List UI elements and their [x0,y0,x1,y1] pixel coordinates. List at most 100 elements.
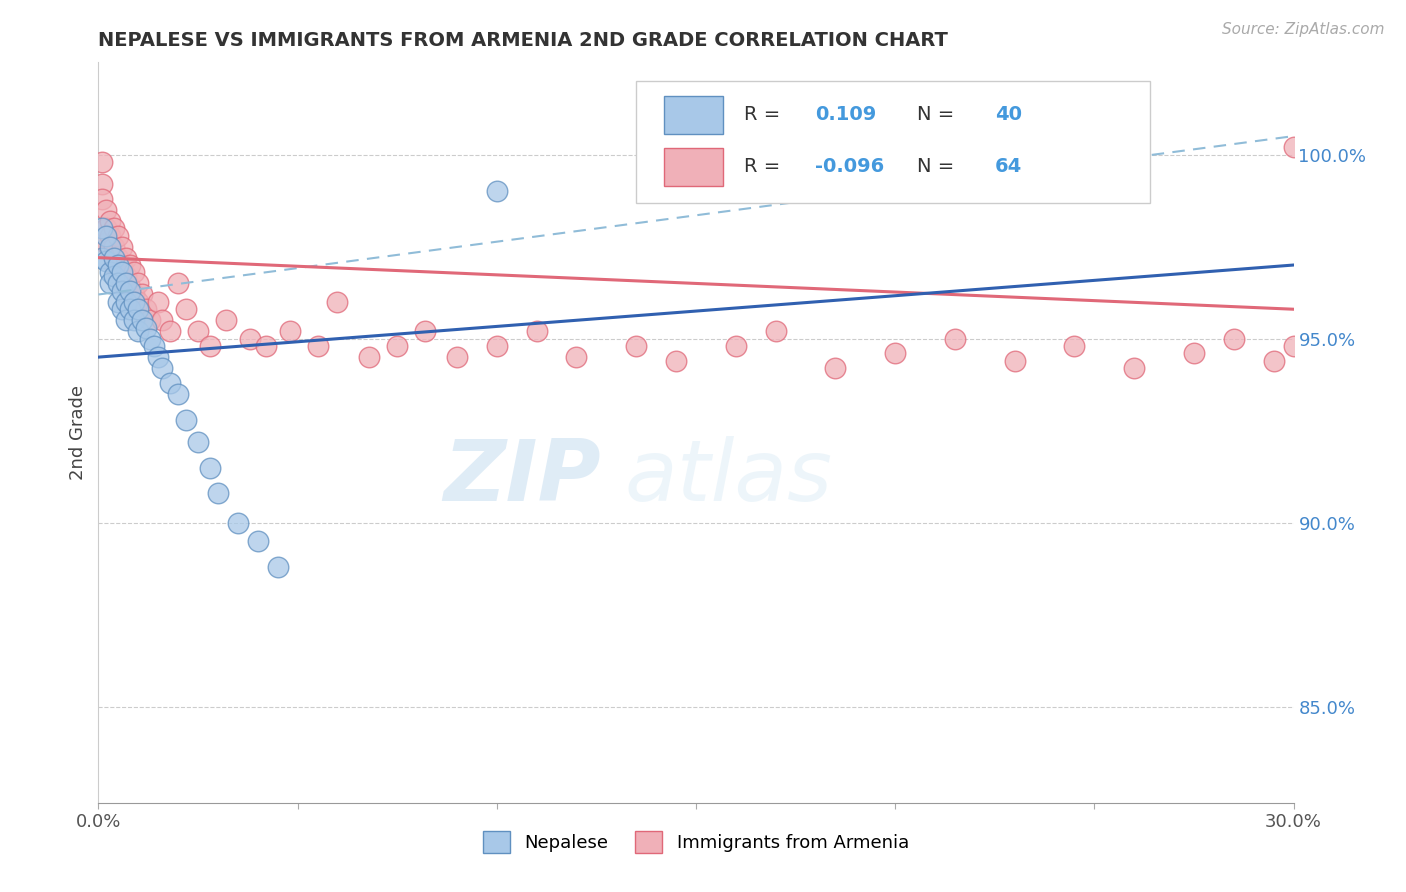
Point [943,332,966,346]
Point [111,284,134,298]
Point [124,265,146,279]
Point [665,353,688,368]
Point [103,239,125,253]
Point [765,324,787,338]
Point [135,302,157,317]
Point [124,287,146,301]
Point [127,324,149,338]
Point [159,324,181,338]
Text: 40: 40 [995,104,1022,124]
Point [485,185,508,199]
Point [107,277,129,291]
Point [307,339,329,353]
Point [198,339,221,353]
Point [127,294,149,309]
Point [96,254,118,268]
Text: 64: 64 [995,157,1022,176]
Text: R =: R = [744,157,780,176]
Text: 0.109: 0.109 [815,104,877,124]
Point [107,251,129,265]
Point [103,269,125,284]
Point [167,277,190,291]
Point [824,361,846,376]
Point [120,284,142,298]
Point [91,192,114,206]
Point [127,277,149,291]
Bar [664,147,724,186]
Point [91,251,114,265]
Point [724,339,747,353]
Point [115,313,138,327]
Point [143,339,166,353]
Point [115,277,138,291]
Text: NEPALESE VS IMMIGRANTS FROM ARMENIA 2ND GRADE CORRELATION CHART: NEPALESE VS IMMIGRANTS FROM ARMENIA 2ND … [98,30,948,50]
Point [107,228,129,243]
Point [98,228,122,243]
Y-axis label: 2nd Grade: 2nd Grade [69,385,87,480]
Legend: Nepalese, Immigrants from Armenia: Nepalese, Immigrants from Armenia [475,824,917,861]
Point [107,258,129,272]
Point [148,294,170,309]
Text: Source: ZipAtlas.com: Source: ZipAtlas.com [1222,22,1385,37]
Point [98,277,122,291]
Point [96,202,118,217]
Point [115,294,138,309]
Point [111,277,134,291]
Text: R =: R = [744,104,780,124]
Point [150,313,173,327]
Point [267,560,290,574]
Point [215,313,238,327]
Text: atlas: atlas [624,435,832,518]
Point [884,346,907,360]
Point [159,376,181,390]
Point [139,313,162,327]
Point [187,434,209,449]
Point [1223,332,1246,346]
Point [485,339,508,353]
Point [239,332,262,346]
Point [98,214,122,228]
Point [135,320,157,334]
Point [111,265,134,279]
Point [1004,353,1026,368]
Point [226,516,249,530]
Point [254,339,277,353]
Point [167,387,190,401]
Point [565,350,588,364]
Point [91,221,114,235]
Point [98,265,122,279]
Text: N =: N = [917,157,955,176]
Point [91,154,114,169]
Point [111,239,134,253]
Point [103,251,125,265]
Point [91,177,114,191]
Point [103,221,125,235]
Point [131,313,153,327]
Point [207,486,229,500]
Text: N =: N = [917,104,955,124]
Point [326,294,349,309]
Point [120,302,142,317]
Text: -0.096: -0.096 [815,157,884,176]
Point [526,324,548,338]
Point [115,251,138,265]
Text: ZIP: ZIP [443,435,600,518]
Point [107,265,129,279]
Point [1263,353,1285,368]
Point [187,324,209,338]
Point [1123,361,1146,376]
Point [150,361,173,376]
Point [1282,140,1305,154]
Point [626,339,648,353]
Point [103,258,125,272]
Point [1182,346,1205,360]
Point [446,350,468,364]
Point [359,350,381,364]
Point [96,221,118,235]
Point [96,235,118,250]
Point [120,280,142,294]
Point [98,239,122,253]
Point [124,294,146,309]
Point [139,332,162,346]
Point [246,534,269,549]
